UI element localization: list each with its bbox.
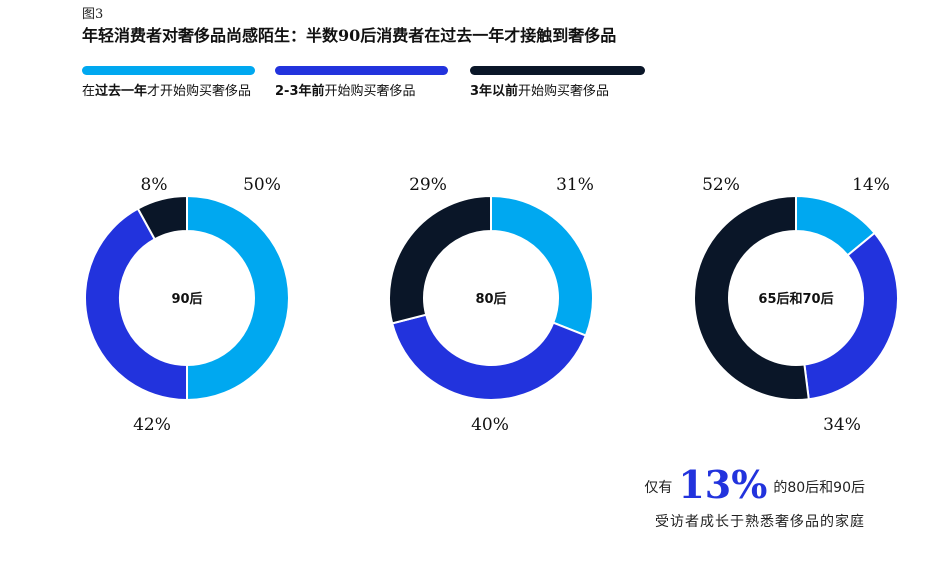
data-label: 42% [133,415,171,435]
donut-slice-3-years-plus [693,194,810,401]
donut-slice-past-year [186,194,290,402]
callout-line2: 受访者成长于熟悉奢侈品的家庭 [655,514,865,530]
donut-chart: 50% 42% 8% 90后 [84,175,290,435]
legend-label: 2-3年前开始购买奢侈品 [275,84,416,99]
donut-slice-2-3-years [390,313,588,401]
donut-center-label: 90后 [171,291,202,307]
callout-value: 13% [678,462,768,507]
donut-center-label: 65后和70后 [758,291,833,307]
donut-slice-2-3-years [84,207,188,402]
legend-label: 在过去一年才开始购买奢侈品 [82,84,252,99]
data-label: 50% [243,175,281,195]
callout: 仅有 13% 的80后和90后 受访者成长于熟悉奢侈品的家庭 [644,462,865,531]
donut-slice-3-years-plus [136,194,188,241]
data-label: 34% [823,415,861,435]
donut-slice-3-years-plus [388,194,492,325]
donut-chart: 31% 40% 29% 80后 [388,175,594,435]
data-label: 40% [471,415,509,435]
data-label: 52% [702,175,740,195]
legend-swatch [82,66,255,75]
callout-prefix: 仅有 [644,480,673,496]
legend-item-2-3-years: 2-3年前开始购买奢侈品 [275,66,448,101]
chart-title: 年轻消费者对奢侈品尚感陌生：半数90后消费者在过去一年才接触到奢侈品 [82,26,617,45]
callout-suffix: 的80后和90后 [773,480,865,496]
donut-chart: 14% 34% 52% 65后和70后 [693,175,899,435]
legend-swatch [470,66,645,75]
donut-center-label: 80后 [475,291,506,307]
donut-slice-2-3-years [803,231,899,401]
data-label: 29% [409,175,447,195]
legend-item-3-years-plus: 3年以前开始购买奢侈品 [470,66,645,101]
legend-swatch [275,66,448,75]
data-label: 31% [556,175,594,195]
legend-item-past-year: 在过去一年才开始购买奢侈品 [82,66,255,101]
legend-label: 3年以前开始购买奢侈品 [470,84,610,99]
figure-label: 图3 [82,7,104,22]
data-label: 8% [141,175,168,195]
donut-slice-past-year [490,194,594,337]
data-label: 14% [852,175,890,195]
